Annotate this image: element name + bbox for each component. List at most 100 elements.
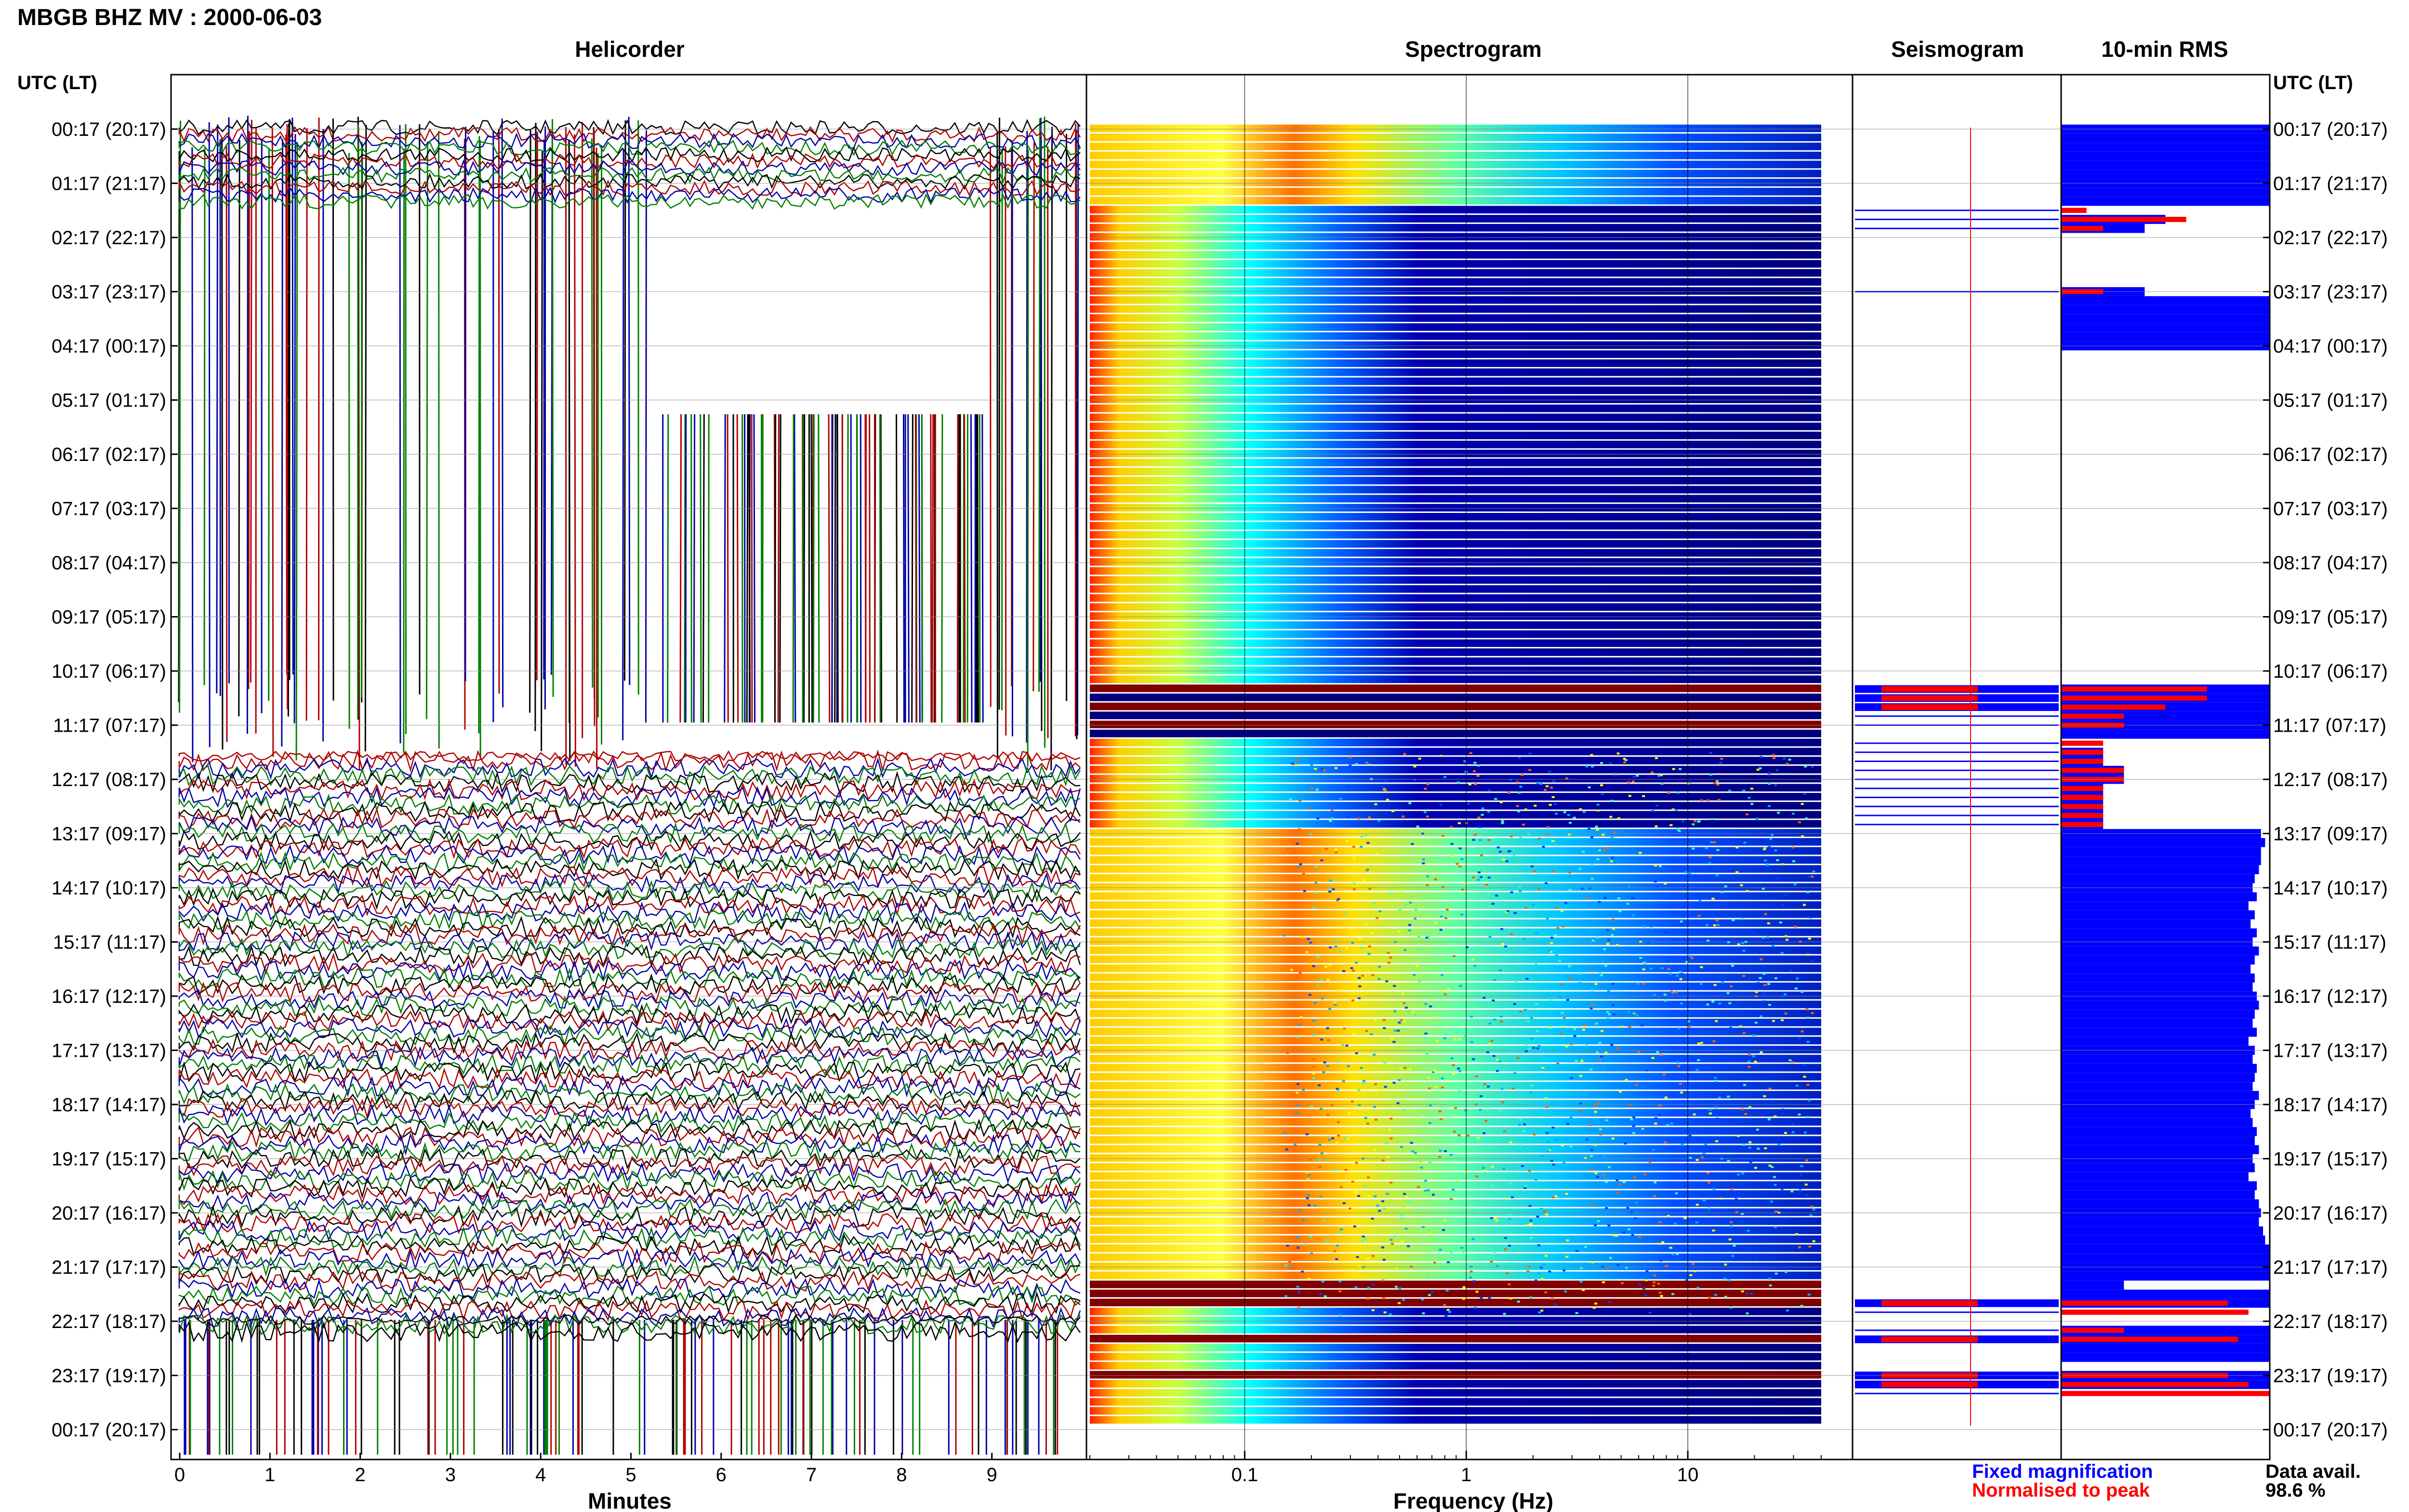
rms-bar-normalised: [2062, 749, 2104, 755]
spectrogram-speckle: [1537, 1244, 1540, 1247]
spectrogram-speckle: [1798, 1246, 1801, 1249]
spectrogram-speckle: [1450, 1057, 1454, 1060]
spectrogram-speckle: [1480, 854, 1483, 856]
rms-bar-fixed: [2062, 1073, 2255, 1082]
spectrogram-speckle: [1748, 1141, 1752, 1144]
spectrogram-speckle: [1403, 1066, 1407, 1069]
rms-bar-normalised: [2062, 1309, 2249, 1315]
spectrogram-row: [1090, 1172, 1821, 1180]
spectrogram-speckle: [1444, 1315, 1448, 1317]
spectrogram-speckle: [1443, 1037, 1446, 1039]
spectrogram-speckle: [1783, 1217, 1787, 1220]
spectrogram-speckle: [1718, 1238, 1721, 1241]
spectrogram-speckle: [1654, 864, 1657, 867]
spectrogram-speckle: [1472, 1058, 1475, 1060]
spectrogram-row: [1090, 1326, 1821, 1334]
spectrogram-speckle: [1702, 833, 1706, 836]
spectrogram-speckle: [1488, 1297, 1491, 1299]
spectrogram-speckle: [1473, 762, 1477, 764]
spectrogram-speckle: [1320, 1039, 1324, 1041]
spectrogram-speckle: [1705, 974, 1708, 976]
spectrogram-speckle: [1342, 970, 1346, 973]
spectrogram-speckle: [1498, 1109, 1502, 1111]
spectrogram-speckle: [1479, 876, 1482, 878]
spectrogram-speckle: [1596, 803, 1600, 806]
spectrogram-speckle: [1610, 1044, 1614, 1046]
spectrogram-speckle: [1542, 1263, 1546, 1266]
spectrogram-speckle: [1811, 1012, 1814, 1014]
spectrogram-speckle: [1762, 973, 1766, 975]
spectrogram-speckle: [1679, 1083, 1682, 1085]
time-tick-label-left: 13:17 (09:17): [52, 824, 166, 845]
spectrogram-row: [1090, 738, 1821, 747]
spectrogram-speckle: [1318, 1158, 1321, 1161]
time-tick-label-left: 00:17 (20:17): [52, 119, 166, 140]
spectrogram-speckle: [1456, 863, 1459, 865]
spectrogram-speckle: [1582, 851, 1585, 853]
spectrogram-speckle: [1297, 1083, 1300, 1085]
spectrogram-speckle: [1742, 1144, 1746, 1146]
spectrogram-speckle: [1491, 903, 1495, 905]
spectrogram-speckle: [1543, 1210, 1547, 1213]
spectrogram-speckle: [1470, 1041, 1473, 1043]
spectrogram-speckle: [1466, 1268, 1469, 1270]
spectrogram-speckle: [1471, 1238, 1475, 1240]
spectrogram-speckle: [1308, 963, 1311, 965]
spectrogram-speckle: [1546, 917, 1549, 920]
spectrogram-speckle: [1790, 1190, 1794, 1193]
spectrogram-speckle: [1351, 999, 1355, 1001]
rms-bar-fixed: [2062, 1217, 2259, 1227]
spectrogram-speckle: [1307, 1174, 1310, 1177]
seismogram-trace-normalised: [1881, 695, 1978, 701]
spectrogram-speckle: [1741, 1108, 1744, 1110]
spectrogram-row: [1090, 585, 1821, 593]
rms-bar-normalised: [2062, 740, 2104, 746]
spectrogram-speckle: [1458, 1038, 1461, 1040]
spectrogram-speckle: [1324, 1295, 1327, 1298]
spectrogram-speckle: [1638, 1236, 1641, 1238]
spectrogram-speckle: [1611, 983, 1615, 985]
spectrogram-speckle: [1594, 1224, 1597, 1226]
spectrogram-speckle: [1667, 968, 1670, 971]
spectrogram-speckle: [1411, 1150, 1414, 1153]
spectrogram-speckle: [1628, 1228, 1631, 1231]
spectrogram-speckle: [1582, 1289, 1585, 1291]
spectrogram-speckle: [1371, 1218, 1374, 1220]
spectrogram-speckle: [1345, 785, 1349, 787]
spectrogram-speckle: [1301, 936, 1304, 938]
spectrogram-speckle: [1347, 1065, 1350, 1067]
spectrogram-speckle: [1804, 765, 1807, 768]
spectrogram-speckle: [1708, 856, 1712, 859]
spectrogram-speckle: [1788, 759, 1791, 761]
spectrogram-speckle: [1416, 965, 1419, 967]
panel-title-spectrogram: Spectrogram: [1405, 37, 1542, 62]
spectrogram-speckle: [1591, 939, 1595, 942]
spectrogram-speckle: [1361, 1240, 1364, 1242]
spectrogram-row: [1090, 495, 1821, 503]
spectrogram-speckle: [1518, 1124, 1522, 1126]
spectrogram-speckle: [1658, 865, 1662, 868]
spectrogram-speckle: [1653, 1281, 1655, 1284]
spectrogram-speckle: [1374, 1083, 1377, 1085]
time-tick-label-left: 16:17 (12:17): [52, 986, 166, 1007]
spectrogram-speckle: [1488, 935, 1492, 938]
helicorder-trace: [178, 1039, 1081, 1062]
spectrogram-speckle: [1730, 985, 1733, 987]
spectrogram-row: [1090, 1416, 1821, 1424]
helicorder-trace: [178, 778, 1081, 802]
spectrogram-speckle: [1326, 1027, 1329, 1029]
spectrogram-speckle: [1771, 1166, 1774, 1168]
spectrogram-speckle: [1349, 764, 1352, 767]
spectrogram-speckle: [1374, 803, 1377, 805]
spectrogram-speckle: [1611, 918, 1615, 920]
spectrogram-speckle: [1651, 1057, 1655, 1059]
spectrogram-speckle: [1434, 878, 1437, 881]
spectrogram-speckle: [1678, 830, 1681, 832]
spectrogram-speckle: [1482, 1132, 1486, 1134]
spectrogram-speckle: [1407, 1245, 1410, 1248]
spectrogram-speckle: [1438, 1110, 1442, 1113]
spectrogram-speckle: [1645, 1069, 1648, 1072]
spectrogram-speckle: [1357, 1089, 1361, 1091]
spectrogram-speckle: [1681, 820, 1684, 823]
spectrogram-speckle: [1449, 1154, 1453, 1156]
